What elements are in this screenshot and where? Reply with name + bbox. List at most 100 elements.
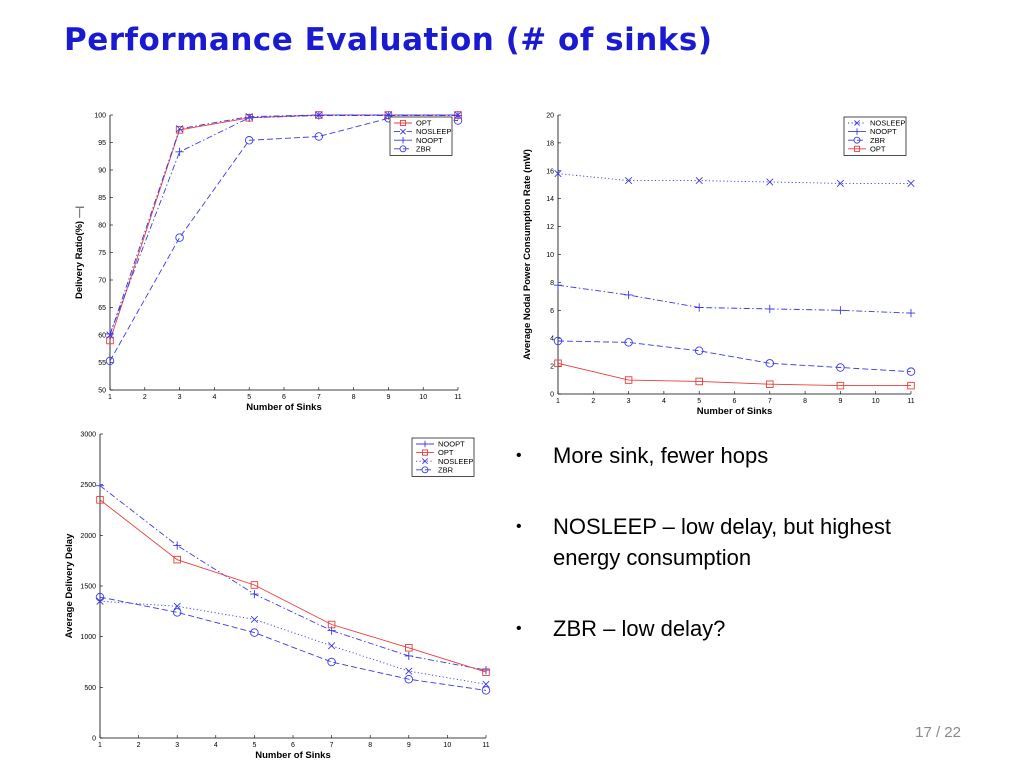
data-point — [105, 356, 115, 366]
x-tick-label: 1 — [556, 398, 560, 405]
x-tick-label: 6 — [733, 398, 737, 405]
legend-label: NOSLEEP — [438, 457, 473, 466]
y-tick-label: 4 — [550, 336, 554, 343]
x-tick-label: 7 — [330, 742, 334, 749]
data-point — [695, 303, 704, 312]
bullet-dot-icon: • — [516, 620, 522, 637]
x-axis-title: Number of Sinks — [246, 402, 322, 413]
data-point — [172, 608, 182, 617]
data-point — [250, 589, 259, 599]
legend-label: ZBR — [438, 465, 454, 474]
data-point — [327, 657, 336, 667]
data-point — [836, 306, 845, 315]
y-tick-label: 75 — [98, 250, 106, 257]
data-point — [244, 136, 254, 145]
legend-label: NOSLEEP — [416, 127, 451, 136]
series-line — [557, 284, 912, 314]
data-point — [327, 642, 336, 650]
series-zbr — [553, 336, 916, 376]
data-point — [907, 179, 915, 187]
data-point — [404, 651, 413, 661]
y-tick-label: 8 — [550, 280, 554, 287]
data-point — [695, 176, 703, 185]
y-tick-label: 2500 — [80, 482, 96, 489]
y-axis-title-text: Average Nodal Power Consumption Rate (mW… — [522, 149, 533, 360]
data-point — [624, 290, 633, 300]
data-point — [327, 620, 336, 629]
data-point — [836, 363, 845, 372]
legend-label: NOOPT — [438, 440, 465, 449]
y-tick-label: 85 — [98, 195, 106, 202]
legend-marker — [421, 449, 429, 456]
x-tick-label: 1 — [108, 394, 112, 401]
data-point — [553, 336, 563, 346]
y-tick-label: 18 — [546, 140, 554, 147]
series-noopt — [95, 481, 491, 675]
x-tick-label: 2 — [137, 742, 141, 749]
legend-marker — [399, 145, 407, 153]
data-point — [554, 359, 562, 368]
legend-label: ZBR — [870, 136, 886, 145]
x-axis-title: Number of Sinks — [697, 406, 773, 417]
series-line — [99, 485, 487, 671]
data-point — [624, 376, 633, 384]
y-axis-title: Average Nodal Power Consumption Rate (mW… — [522, 149, 533, 360]
y-tick-label: 6 — [550, 308, 554, 315]
data-point — [836, 381, 845, 390]
data-point — [314, 132, 324, 141]
x-tick-label: 8 — [803, 398, 807, 405]
legend-label: NOOPT — [416, 136, 443, 145]
y-tick-label: 2 — [550, 364, 554, 371]
x-axis-title: Number of Sinks — [255, 750, 331, 761]
data-point — [405, 667, 413, 675]
bullet-dot-icon: • — [516, 447, 522, 464]
series-zbr — [95, 592, 491, 695]
y-axis-title: Average Delivery Delay — [64, 533, 75, 638]
legend-label: NOSLEEP — [870, 119, 905, 128]
x-tick-label: 4 — [214, 742, 218, 749]
x-tick-label: 2 — [591, 398, 595, 405]
series-line — [557, 340, 912, 373]
x-tick-label: 4 — [212, 394, 216, 401]
data-point — [765, 359, 775, 368]
legend-label: OPT — [416, 119, 432, 128]
x-tick-label: 8 — [352, 394, 356, 401]
slide-title: Performance Evaluation (# of sinks) — [64, 22, 713, 58]
x-tick-label: 9 — [386, 394, 390, 401]
y-tick-label: 0 — [92, 736, 96, 743]
bullet-list: • More sink, fewer hops • NOSLEEP – low … — [512, 440, 952, 684]
data-point — [453, 111, 463, 120]
x-tick-label: 3 — [627, 398, 631, 405]
legend-label: OPT — [438, 448, 454, 457]
x-tick-label: 5 — [697, 398, 701, 405]
y-tick-label: 1500 — [80, 584, 96, 591]
x-tick-label: 10 — [872, 398, 880, 405]
x-tick-label: 1 — [98, 742, 102, 749]
bullet-dot-icon: • — [516, 518, 522, 535]
data-point — [95, 592, 105, 602]
y-tick-label: 12 — [546, 224, 554, 231]
legend-label: OPT — [870, 144, 886, 153]
y-tick-label: 50 — [98, 388, 106, 395]
data-point — [482, 668, 490, 676]
legend-label: NOOPT — [870, 127, 897, 136]
x-tick-label: 7 — [317, 394, 321, 401]
data-point — [173, 555, 181, 564]
y-axis-title-text: Delivery Ratio(%) — [74, 221, 85, 299]
data-point — [482, 680, 490, 688]
legend-marker — [853, 128, 861, 135]
x-tick-label: 9 — [838, 398, 842, 405]
data-point — [481, 665, 491, 675]
bullet-item: • ZBR – low delay? — [512, 613, 952, 644]
data-point — [96, 496, 104, 504]
data-point — [695, 377, 703, 386]
legend-marker — [853, 136, 861, 144]
series-line — [99, 499, 487, 673]
y-axis-title-suffix: —| — [74, 206, 85, 218]
y-tick-label: 100 — [94, 113, 106, 120]
data-point — [250, 628, 259, 637]
series-line — [109, 114, 458, 336]
data-point — [765, 304, 774, 314]
x-tick-label: 8 — [368, 742, 372, 749]
